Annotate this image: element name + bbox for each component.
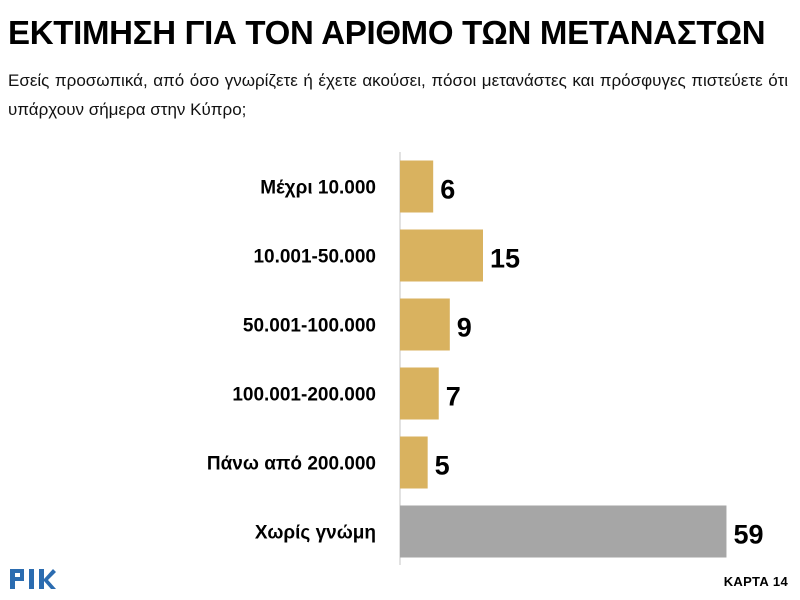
bar [400, 436, 428, 489]
category-label: 50.001-100.000 [243, 316, 376, 337]
survey-question: Εσείς προσωπικά, από όσο γνωρίζετε ή έχε… [8, 71, 788, 119]
data-label: 59 [733, 520, 763, 550]
category-label: Χωρίς γνώμη [255, 523, 376, 544]
bar [400, 229, 483, 282]
bar-chart: Μέχρι 10.000 6 10.001-50.000 15 50.001-100.0… [207, 152, 764, 565]
data-label: 15 [490, 244, 520, 274]
page-title: ΕΚΤΙΜΗΣΗ ΓΙΑ ΤΟΝ ΑΡΙΘΜΟ ΤΩΝ ΜΕΤΑΝΑΣΤΩΝ [8, 14, 766, 51]
category-label: Μέχρι 10.000 [260, 178, 376, 199]
data-label: 5 [435, 451, 450, 481]
data-label: 7 [446, 382, 461, 412]
bar [400, 505, 727, 558]
category-label: 100.001-200.000 [232, 385, 376, 406]
bar [400, 298, 450, 351]
card-label: ΚΑΡΤΑ 14 [723, 574, 788, 589]
category-label: 10.001-50.000 [253, 247, 376, 268]
bar [400, 160, 434, 213]
category-label: Πάνω από 200.000 [207, 454, 376, 475]
data-label: 9 [457, 313, 472, 343]
bar [400, 367, 439, 420]
rik-logo [10, 569, 56, 589]
data-label: 6 [440, 175, 455, 205]
